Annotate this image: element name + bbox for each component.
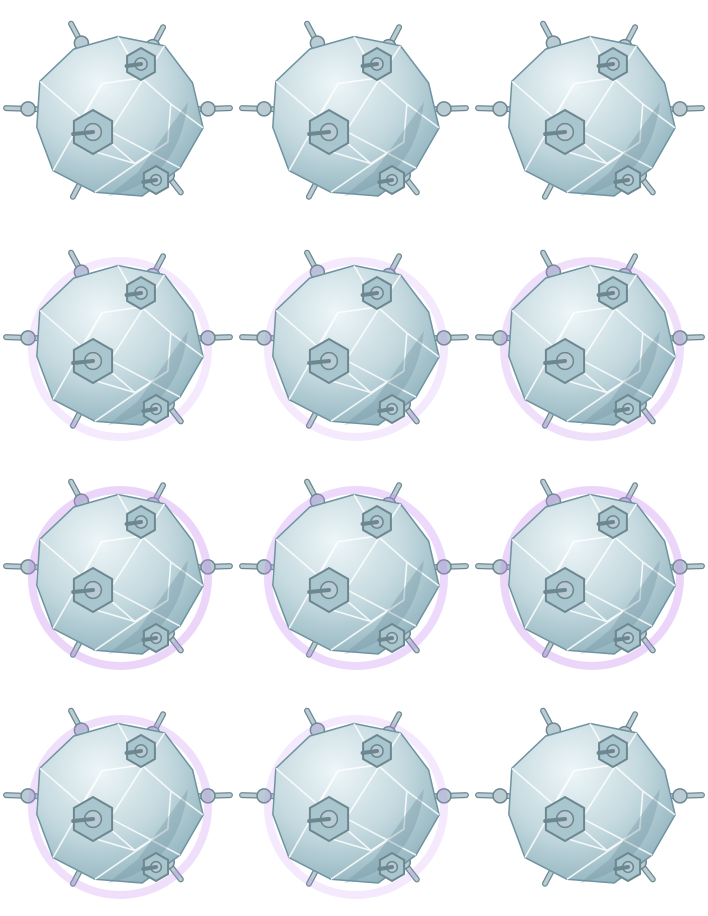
- mine-body-group: [3, 249, 233, 441]
- sea-mine-sprite: [239, 478, 469, 670]
- mine-frame-8: [236, 458, 472, 687]
- bolt-plate-icon: [124, 733, 156, 769]
- bolt-plate-icon: [141, 622, 170, 654]
- bolt-plate-icon: [124, 46, 156, 82]
- sea-mine-sprite: [3, 20, 233, 200]
- bolt-plate-icon: [141, 851, 170, 883]
- bolt-plate-icon: [71, 566, 114, 614]
- mine-body-group: [3, 707, 233, 899]
- mine-body-group: [475, 478, 705, 670]
- mine-frame-12: [472, 687, 708, 916]
- bolt-plate-icon: [613, 393, 642, 425]
- mine-frame-11: [236, 687, 472, 916]
- mine-frame-1: [0, 0, 236, 229]
- bolt-plate-icon: [596, 46, 628, 82]
- sea-mine-sprite: [239, 707, 469, 899]
- bolt-plate-icon: [141, 393, 170, 425]
- mine-frame-5: [236, 229, 472, 458]
- bolt-plate-icon: [377, 622, 406, 654]
- bolt-plate-icon: [596, 733, 628, 769]
- mine-frame-6: [472, 229, 708, 458]
- bolt-plate-icon: [377, 851, 406, 883]
- sea-mine-sprite: [3, 478, 233, 670]
- mine-frame-9: [472, 458, 708, 687]
- sea-mine-sprite: [475, 249, 705, 441]
- bolt-plate-icon: [613, 851, 642, 883]
- bolt-plate-icon: [377, 164, 406, 196]
- sea-mine-sprite: [239, 20, 469, 200]
- mine-frame-2: [236, 0, 472, 229]
- mine-body-group: [475, 249, 705, 441]
- mine-body-group: [239, 478, 469, 670]
- bolt-plate-icon: [307, 566, 350, 614]
- sea-mine-sprite: [475, 20, 705, 200]
- bolt-plate-icon: [543, 795, 586, 843]
- mine-frame-4: [0, 229, 236, 458]
- mine-body-group: [3, 20, 233, 200]
- mine-frame-3: [472, 0, 708, 229]
- mine-frame-7: [0, 458, 236, 687]
- bolt-plate-icon: [307, 337, 350, 385]
- bolt-plate-icon: [596, 504, 628, 540]
- mine-body-group: [3, 478, 233, 670]
- bolt-plate-icon: [360, 275, 392, 311]
- bolt-plate-icon: [360, 733, 392, 769]
- bolt-plate-icon: [307, 795, 350, 843]
- sea-mine-sprite: [475, 478, 705, 670]
- bolt-plate-icon: [360, 504, 392, 540]
- sea-mine-sprite: [475, 707, 705, 887]
- bolt-plate-icon: [124, 275, 156, 311]
- bolt-plate-icon: [307, 108, 350, 156]
- bolt-plate-icon: [124, 504, 156, 540]
- sea-mine-sprite: [3, 249, 233, 441]
- bolt-plate-icon: [543, 566, 586, 614]
- bolt-plate-icon: [360, 46, 392, 82]
- bolt-plate-icon: [543, 108, 586, 156]
- mine-body-group: [475, 707, 705, 887]
- mine-body-group: [475, 20, 705, 200]
- sea-mine-sprite: [239, 249, 469, 441]
- bolt-plate-icon: [141, 164, 170, 196]
- bolt-plate-icon: [613, 622, 642, 654]
- bolt-plate-icon: [543, 337, 586, 385]
- bolt-plate-icon: [377, 393, 406, 425]
- mine-body-group: [239, 20, 469, 200]
- bolt-plate-icon: [71, 795, 114, 843]
- bolt-plate-icon: [71, 337, 114, 385]
- bolt-plate-icon: [596, 275, 628, 311]
- sea-mine-sprite: [3, 707, 233, 899]
- bolt-plate-icon: [613, 164, 642, 196]
- mine-frame-10: [0, 687, 236, 916]
- mine-body-group: [239, 249, 469, 441]
- bolt-plate-icon: [71, 108, 114, 156]
- mine-body-group: [239, 707, 469, 899]
